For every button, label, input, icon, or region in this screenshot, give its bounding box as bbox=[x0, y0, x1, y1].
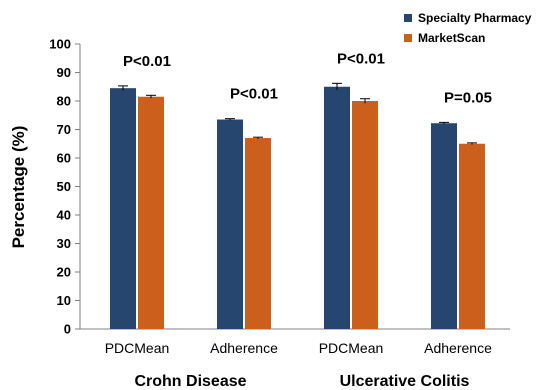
category-label: Adherence bbox=[424, 340, 492, 356]
bar bbox=[324, 86, 350, 329]
y-axis-label: Percentage (%) bbox=[9, 126, 28, 249]
y-tick-label: 100 bbox=[49, 37, 71, 52]
legend-swatch-specialty-pharmacy bbox=[404, 14, 412, 22]
p-value-annotation: P=0.05 bbox=[444, 89, 492, 106]
bar bbox=[431, 123, 457, 329]
y-tick-label: 30 bbox=[57, 236, 71, 251]
y-tick-label: 80 bbox=[57, 94, 71, 109]
group-label-group: Crohn Disease Ulcerative Colitis bbox=[134, 373, 469, 390]
y-tick-label: 20 bbox=[57, 265, 71, 280]
group-label: Crohn Disease bbox=[134, 373, 246, 390]
bar bbox=[352, 101, 378, 329]
annotation-group: P<0.01 P<0.01 P<0.01 P=0.05 bbox=[123, 50, 492, 106]
y-tick-label: 60 bbox=[57, 151, 71, 166]
category-label: PDCMean bbox=[319, 340, 384, 356]
bar bbox=[245, 138, 271, 329]
bar bbox=[459, 143, 485, 329]
y-tick-label: 40 bbox=[57, 208, 71, 223]
category-label: Adherence bbox=[210, 340, 278, 356]
y-tick-label: 10 bbox=[57, 293, 71, 308]
bar bbox=[110, 88, 136, 329]
p-value-annotation: P<0.01 bbox=[123, 53, 171, 70]
category-label: PDCMean bbox=[105, 340, 170, 356]
group-label: Ulcerative Colitis bbox=[340, 373, 470, 390]
legend-swatch-marketscan bbox=[404, 34, 412, 42]
legend-label-specialty-pharmacy: Specialty Pharmacy bbox=[418, 11, 532, 25]
y-tick-label: 50 bbox=[57, 179, 71, 194]
y-tick-label: 70 bbox=[57, 122, 71, 137]
bar bbox=[217, 119, 243, 330]
legend: Specialty Pharmacy MarketScan bbox=[404, 11, 532, 45]
y-tick-label: 0 bbox=[64, 322, 71, 337]
bar bbox=[138, 96, 164, 329]
y-tick-label: 90 bbox=[57, 65, 71, 80]
bar-group bbox=[110, 82, 485, 330]
p-value-annotation: P<0.01 bbox=[230, 86, 278, 103]
category-label-group: PDCMean Adherence PDCMean Adherence bbox=[105, 340, 492, 356]
y-tick-group: 0 10 20 30 40 50 60 70 80 90 100 bbox=[49, 37, 80, 337]
legend-label-marketscan: MarketScan bbox=[418, 31, 485, 45]
p-value-annotation: P<0.01 bbox=[337, 50, 385, 67]
